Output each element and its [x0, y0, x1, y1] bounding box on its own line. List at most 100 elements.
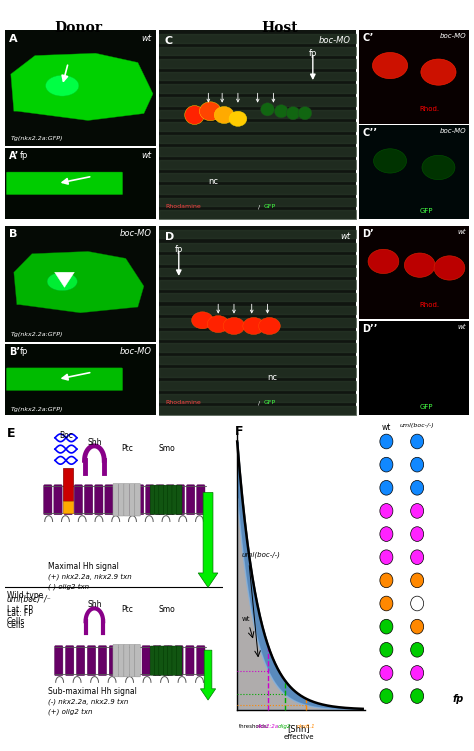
Ellipse shape — [410, 620, 424, 634]
FancyBboxPatch shape — [65, 646, 74, 676]
Ellipse shape — [410, 550, 424, 565]
Text: C’: C’ — [363, 33, 374, 43]
Text: B’: B’ — [9, 347, 20, 357]
Text: Smo: Smo — [158, 445, 175, 454]
Text: E: E — [7, 427, 16, 439]
Text: Host: Host — [261, 21, 298, 35]
Polygon shape — [14, 252, 144, 313]
FancyBboxPatch shape — [129, 484, 135, 516]
Ellipse shape — [410, 526, 424, 541]
Ellipse shape — [274, 104, 288, 118]
Text: Boc: Boc — [59, 431, 73, 440]
Ellipse shape — [214, 107, 234, 123]
FancyBboxPatch shape — [113, 644, 118, 677]
FancyBboxPatch shape — [168, 646, 173, 675]
FancyBboxPatch shape — [118, 484, 124, 516]
FancyBboxPatch shape — [166, 485, 174, 514]
Text: Lat. FP: Lat. FP — [7, 609, 33, 618]
Ellipse shape — [410, 504, 424, 518]
Text: fp: fp — [174, 245, 183, 254]
FancyBboxPatch shape — [150, 646, 156, 675]
Text: GFP: GFP — [420, 404, 433, 410]
Text: Wild type: Wild type — [7, 590, 43, 599]
Text: D’: D’ — [363, 229, 374, 239]
Text: Donor: Donor — [54, 21, 102, 35]
Text: nc: nc — [209, 177, 219, 186]
FancyBboxPatch shape — [6, 172, 123, 195]
Ellipse shape — [207, 315, 229, 333]
Ellipse shape — [410, 481, 424, 495]
Text: boc-MO: boc-MO — [318, 36, 350, 45]
Ellipse shape — [410, 665, 424, 680]
Text: Cells: Cells — [7, 620, 25, 629]
Text: Sub-maximal Hh signal: Sub-maximal Hh signal — [48, 687, 137, 696]
Text: fp: fp — [20, 152, 28, 161]
Text: C: C — [165, 36, 173, 46]
Ellipse shape — [191, 312, 213, 329]
FancyBboxPatch shape — [115, 485, 123, 514]
Ellipse shape — [380, 481, 393, 495]
FancyBboxPatch shape — [64, 485, 73, 514]
Ellipse shape — [200, 102, 221, 121]
Text: (+) nkx2.2a, nkx2.9 txn: (+) nkx2.2a, nkx2.9 txn — [48, 574, 132, 581]
FancyBboxPatch shape — [155, 646, 160, 675]
FancyBboxPatch shape — [95, 485, 103, 514]
Text: boc-MO: boc-MO — [439, 33, 466, 39]
Ellipse shape — [380, 642, 393, 657]
Text: Ptc: Ptc — [121, 445, 133, 454]
Ellipse shape — [421, 59, 456, 85]
Text: GFP: GFP — [264, 400, 276, 406]
FancyBboxPatch shape — [176, 485, 182, 514]
Text: wt: wt — [340, 231, 350, 240]
Text: /: / — [258, 204, 260, 210]
Ellipse shape — [380, 573, 393, 588]
FancyBboxPatch shape — [44, 485, 52, 514]
FancyBboxPatch shape — [197, 485, 205, 514]
Polygon shape — [11, 53, 153, 120]
Text: olig2: olig2 — [278, 724, 291, 728]
Bar — [63, 501, 73, 514]
Text: wt: wt — [141, 34, 152, 43]
Ellipse shape — [259, 318, 280, 334]
FancyBboxPatch shape — [186, 485, 195, 514]
Text: (-) nkx2.2a, nkx2.9 txn: (-) nkx2.2a, nkx2.9 txn — [48, 698, 129, 705]
Text: [Shh]: [Shh] — [287, 724, 310, 733]
FancyBboxPatch shape — [105, 485, 113, 514]
FancyBboxPatch shape — [6, 368, 123, 391]
Text: Shh: Shh — [87, 600, 101, 609]
FancyBboxPatch shape — [125, 485, 134, 514]
Text: wt: wt — [242, 617, 250, 623]
Text: fp: fp — [309, 49, 317, 58]
Ellipse shape — [380, 526, 393, 541]
Ellipse shape — [410, 434, 424, 449]
Text: Tg(nkx2.2a:GFP): Tg(nkx2.2a:GFP) — [11, 332, 64, 337]
FancyBboxPatch shape — [164, 646, 172, 676]
FancyBboxPatch shape — [74, 485, 82, 514]
Ellipse shape — [380, 457, 393, 472]
FancyBboxPatch shape — [175, 646, 183, 676]
Ellipse shape — [380, 596, 393, 611]
Bar — [63, 469, 73, 501]
Ellipse shape — [410, 642, 424, 657]
Text: Rhodamine: Rhodamine — [165, 204, 201, 210]
Text: GFP: GFP — [420, 208, 433, 214]
FancyBboxPatch shape — [135, 644, 140, 677]
Text: wt: wt — [382, 423, 391, 432]
Text: fp: fp — [20, 347, 28, 356]
FancyBboxPatch shape — [84, 485, 93, 514]
Ellipse shape — [380, 689, 393, 704]
FancyBboxPatch shape — [120, 646, 128, 676]
FancyArrow shape — [201, 650, 216, 700]
FancyBboxPatch shape — [172, 485, 178, 514]
Ellipse shape — [410, 689, 424, 704]
Text: Tg(nkx2.2a:GFP): Tg(nkx2.2a:GFP) — [11, 407, 64, 412]
FancyBboxPatch shape — [98, 646, 107, 676]
Text: nkx2:2a: nkx2:2a — [257, 724, 279, 728]
Text: wt: wt — [141, 152, 152, 161]
Text: D’’: D’’ — [363, 324, 378, 334]
FancyBboxPatch shape — [142, 646, 150, 676]
FancyBboxPatch shape — [159, 485, 164, 514]
FancyBboxPatch shape — [124, 484, 129, 516]
FancyBboxPatch shape — [135, 484, 140, 516]
Ellipse shape — [410, 573, 424, 588]
